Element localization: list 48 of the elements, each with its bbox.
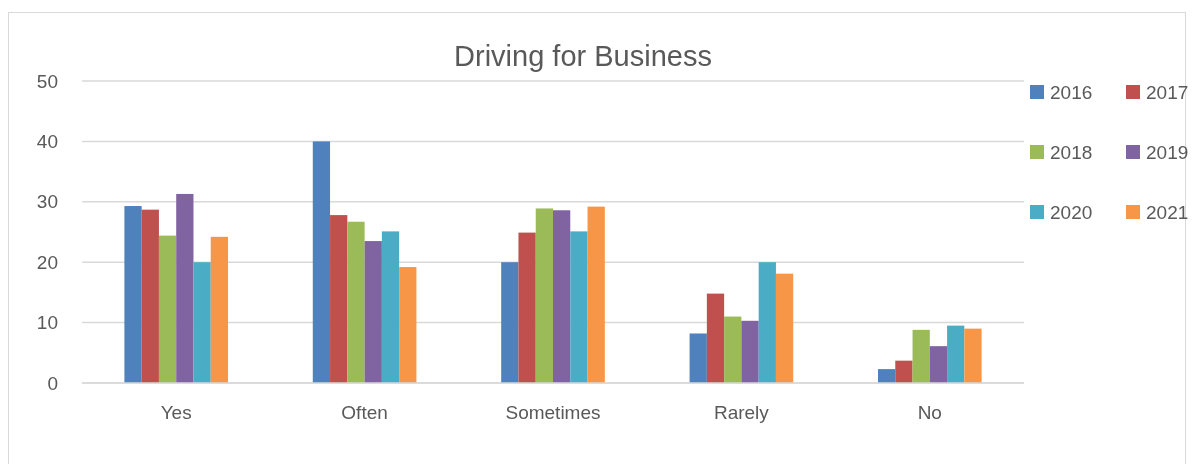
y-tick-label: 0 — [47, 372, 58, 394]
bar — [399, 267, 417, 383]
y-tick-label: 10 — [36, 312, 58, 334]
y-tick-label: 50 — [36, 70, 58, 92]
x-tick-label: Rarely — [713, 402, 770, 423]
bar — [347, 221, 365, 383]
legend-label: 2017 — [1146, 81, 1189, 103]
bar — [553, 210, 571, 383]
bar — [158, 235, 177, 383]
x-tick-label: Yes — [160, 402, 192, 423]
y-tick-label: 20 — [36, 251, 58, 273]
bar — [501, 262, 519, 383]
bar — [706, 293, 725, 383]
x-tick-label: Sometimes — [505, 402, 601, 423]
bar — [330, 215, 348, 383]
legend-label: 2016 — [1050, 81, 1093, 103]
legend-label: 2020 — [1050, 201, 1093, 223]
bar — [364, 241, 382, 383]
bar — [124, 206, 142, 383]
chart-title: Driving for Business — [454, 40, 712, 72]
bar — [758, 262, 776, 383]
y-tick-label: 30 — [36, 191, 58, 213]
bar — [210, 236, 229, 383]
bar — [535, 208, 553, 383]
bar — [689, 333, 707, 383]
bar — [912, 329, 930, 383]
y-tick-label: 40 — [36, 131, 58, 153]
legend-label: 2019 — [1146, 141, 1189, 163]
bar — [518, 232, 536, 383]
bar — [775, 273, 794, 383]
bar — [877, 369, 896, 383]
bar — [587, 206, 605, 383]
bar — [381, 231, 400, 383]
bar — [724, 316, 742, 383]
bar — [929, 346, 948, 383]
bar — [947, 325, 965, 383]
bar — [312, 141, 331, 383]
bar — [895, 360, 913, 383]
x-tick-label: No — [917, 402, 942, 423]
bar — [176, 193, 194, 383]
legend-label: 2021 — [1146, 201, 1189, 223]
legend-label: 2018 — [1050, 141, 1093, 163]
bar — [741, 320, 759, 383]
bar — [193, 262, 211, 383]
bar — [964, 328, 982, 383]
bar — [141, 209, 159, 383]
bar — [570, 231, 588, 383]
x-tick-label: Often — [341, 402, 388, 423]
